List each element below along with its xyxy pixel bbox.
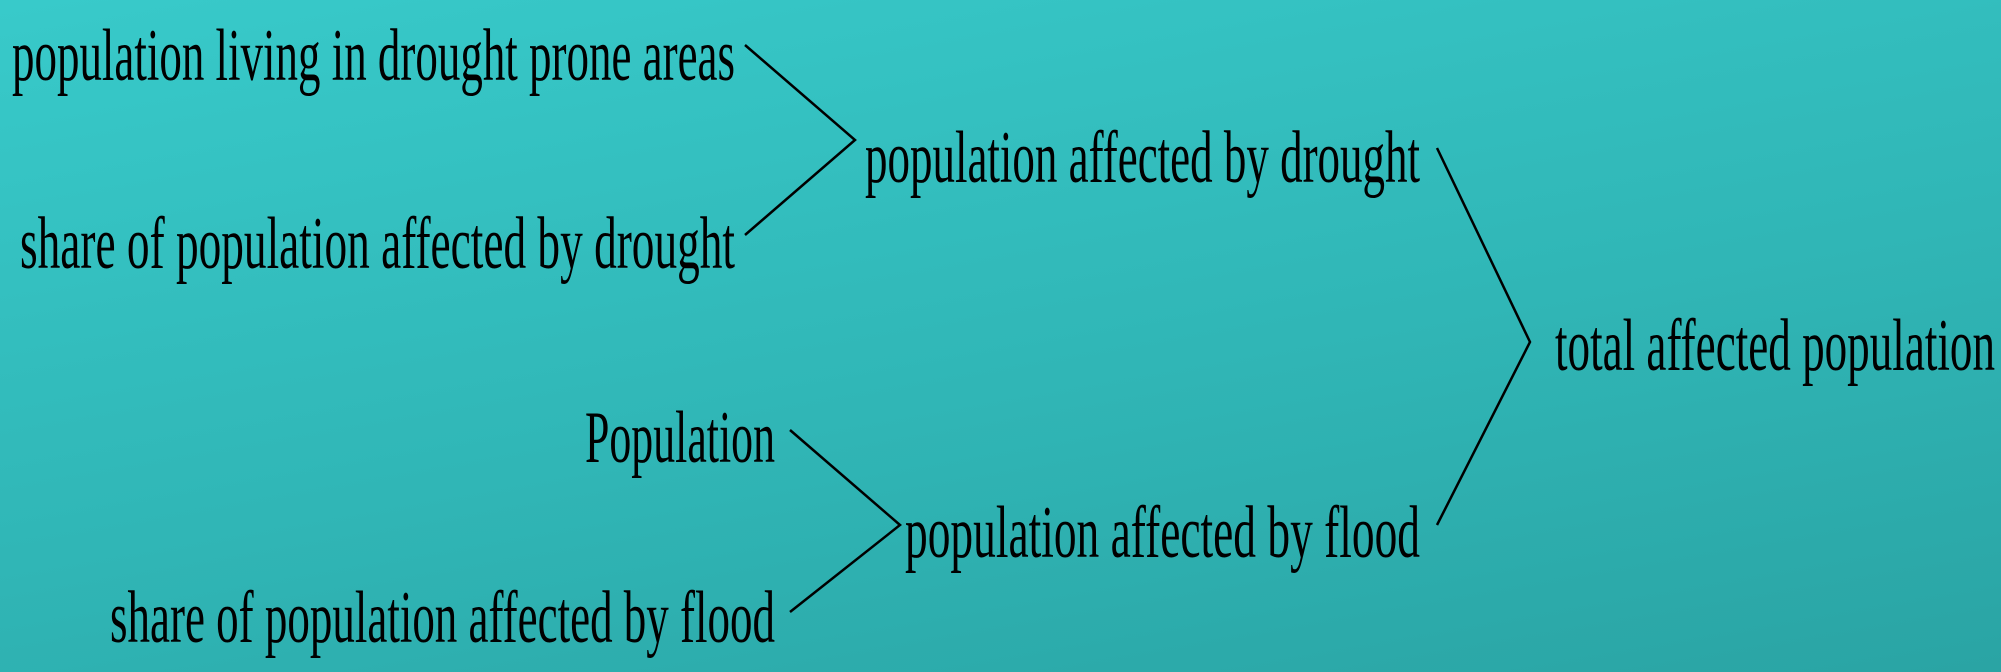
node-label: Population <box>585 397 775 479</box>
node-label: total affected population <box>1555 305 1995 387</box>
connector <box>1435 147 1532 526</box>
node-label: population living in drought prone areas <box>12 15 735 97</box>
connector <box>789 429 902 613</box>
node-label: population affected by drought <box>865 117 1420 199</box>
node-label: share of population affected by drought <box>20 203 735 285</box>
connector <box>744 44 857 236</box>
node-label: population affected by flood <box>905 492 1420 574</box>
node-label: share of population affected by flood <box>110 577 775 659</box>
